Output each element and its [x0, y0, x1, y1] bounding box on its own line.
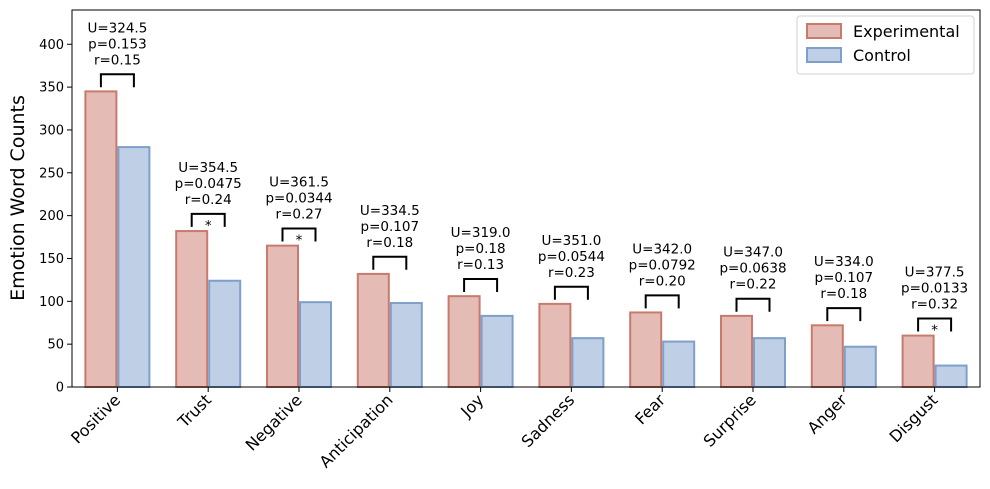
bar-experimental-trust: [175, 230, 209, 388]
stat-p-value: p=0.107: [815, 270, 874, 286]
stat-p-value: p=0.153: [88, 36, 147, 52]
stat-r-value: r=0.32: [911, 296, 958, 312]
x-tick-label: Surprise: [700, 390, 760, 450]
significance-star: *: [931, 322, 938, 338]
stat-u-value: U=334.5: [360, 203, 420, 219]
bar-control-surprise: [753, 337, 786, 389]
bar-control-positive: [117, 146, 151, 388]
legend-swatch-experimental: [806, 23, 842, 39]
bar-control-anger: [843, 345, 877, 389]
bar-experimental-surprise: [720, 314, 753, 388]
stat-r-value: r=0.15: [94, 52, 141, 68]
stat-p-value: p=0.0133: [901, 280, 968, 296]
x-tick-label: Positive: [67, 390, 124, 447]
x-tick-label: Anger: [803, 390, 850, 437]
x-tick-label: Negative: [242, 390, 306, 454]
stat-u-value: U=342.0: [632, 241, 692, 257]
stat-r-value: r=0.13: [457, 257, 504, 273]
bar-experimental-positive: [84, 90, 118, 388]
bar-experimental-fear: [629, 311, 663, 388]
stat-p-value: p=0.0638: [719, 261, 786, 277]
stat-u-value: U=319.0: [451, 225, 511, 241]
significance-bracket: [463, 278, 499, 293]
bar-experimental-joy: [447, 295, 481, 388]
x-tick-label: Anticipation: [316, 390, 397, 471]
significance-bracket: [99, 73, 135, 88]
y-axis-label: Emotion Word Counts: [7, 95, 29, 301]
stat-u-value: U=324.5: [87, 20, 147, 36]
bar-experimental-anticipation: [356, 272, 390, 388]
x-tick-label: Trust: [173, 390, 215, 432]
significance-bracket: [553, 285, 589, 300]
significance-bracket: [735, 297, 771, 312]
stat-r-value: r=0.23: [548, 265, 595, 281]
bar-experimental-disgust: [901, 334, 935, 389]
stat-p-value: p=0.0544: [538, 249, 605, 265]
significance-bracket: [372, 255, 408, 270]
stat-r-value: r=0.18: [820, 286, 867, 302]
significance-star: *: [205, 218, 212, 234]
plot-frame: [71, 9, 981, 388]
legend-swatch-control: [806, 47, 842, 63]
bar-control-disgust: [934, 364, 968, 389]
stat-u-value: U=361.5: [269, 174, 329, 190]
y-tick-label: 50: [47, 338, 64, 353]
y-tick-label: 350: [39, 81, 64, 96]
x-tick-label: Joy: [456, 390, 487, 421]
significance-star: *: [296, 232, 303, 248]
bar-control-trust: [208, 279, 242, 388]
y-tick-label: 150: [39, 252, 64, 267]
y-axis: 0 50 100 150 200 250 300 350 400: [39, 38, 72, 396]
x-tick-label: Sadness: [518, 390, 579, 451]
stat-u-value: U=351.0: [541, 233, 601, 249]
stat-r-value: r=0.20: [639, 273, 686, 289]
stat-p-value: p=0.0475: [175, 176, 242, 192]
stat-p-value: p=0.0344: [265, 190, 332, 206]
bar-control-sadness: [571, 337, 605, 389]
y-tick-label: 400: [39, 38, 64, 53]
significance-bracket: [644, 294, 680, 309]
stat-r-value: r=0.22: [730, 277, 777, 293]
stat-r-value: r=0.24: [185, 192, 232, 208]
stat-u-value: U=377.5: [905, 264, 965, 280]
bar-control-fear: [662, 340, 696, 388]
y-tick-label: 300: [39, 123, 64, 138]
stat-p-value: p=0.0792: [629, 257, 696, 273]
stat-u-value: U=354.5: [178, 160, 238, 176]
bar-experimental-sadness: [538, 302, 572, 389]
x-axis: Positive Trust Negative Anticipation Joy Sadn…: [67, 387, 941, 471]
significance-bracket: [281, 227, 317, 242]
bar-control-joy: [480, 314, 514, 388]
significance-bracket: [190, 212, 226, 227]
x-tick-label: Fear: [631, 390, 669, 428]
legend: Experimental Control: [796, 15, 975, 75]
x-tick-label: Disgust: [886, 390, 942, 446]
y-tick-label: 200: [39, 209, 64, 224]
stat-p-value: p=0.18: [456, 241, 506, 257]
legend-label-control: Control: [853, 46, 911, 65]
bar-control-negative: [299, 301, 332, 388]
y-tick-label: 100: [39, 295, 64, 310]
stat-p-value: p=0.107: [361, 219, 420, 235]
significance-bracket: [826, 307, 862, 322]
significance-bracket: [917, 317, 953, 332]
bars-layer: [84, 90, 968, 389]
stat-u-value: U=347.0: [723, 245, 783, 261]
stat-r-value: r=0.18: [366, 235, 413, 251]
stat-r-value: r=0.27: [276, 206, 323, 222]
y-tick-label: 250: [39, 166, 64, 181]
legend-label-experimental: Experimental: [853, 22, 960, 41]
stat-u-value: U=334.0: [814, 254, 874, 270]
bar-experimental-anger: [810, 324, 844, 388]
bar-experimental-negative: [266, 244, 299, 388]
bar-control-anticipation: [389, 302, 423, 389]
y-tick-label: 0: [56, 381, 64, 396]
